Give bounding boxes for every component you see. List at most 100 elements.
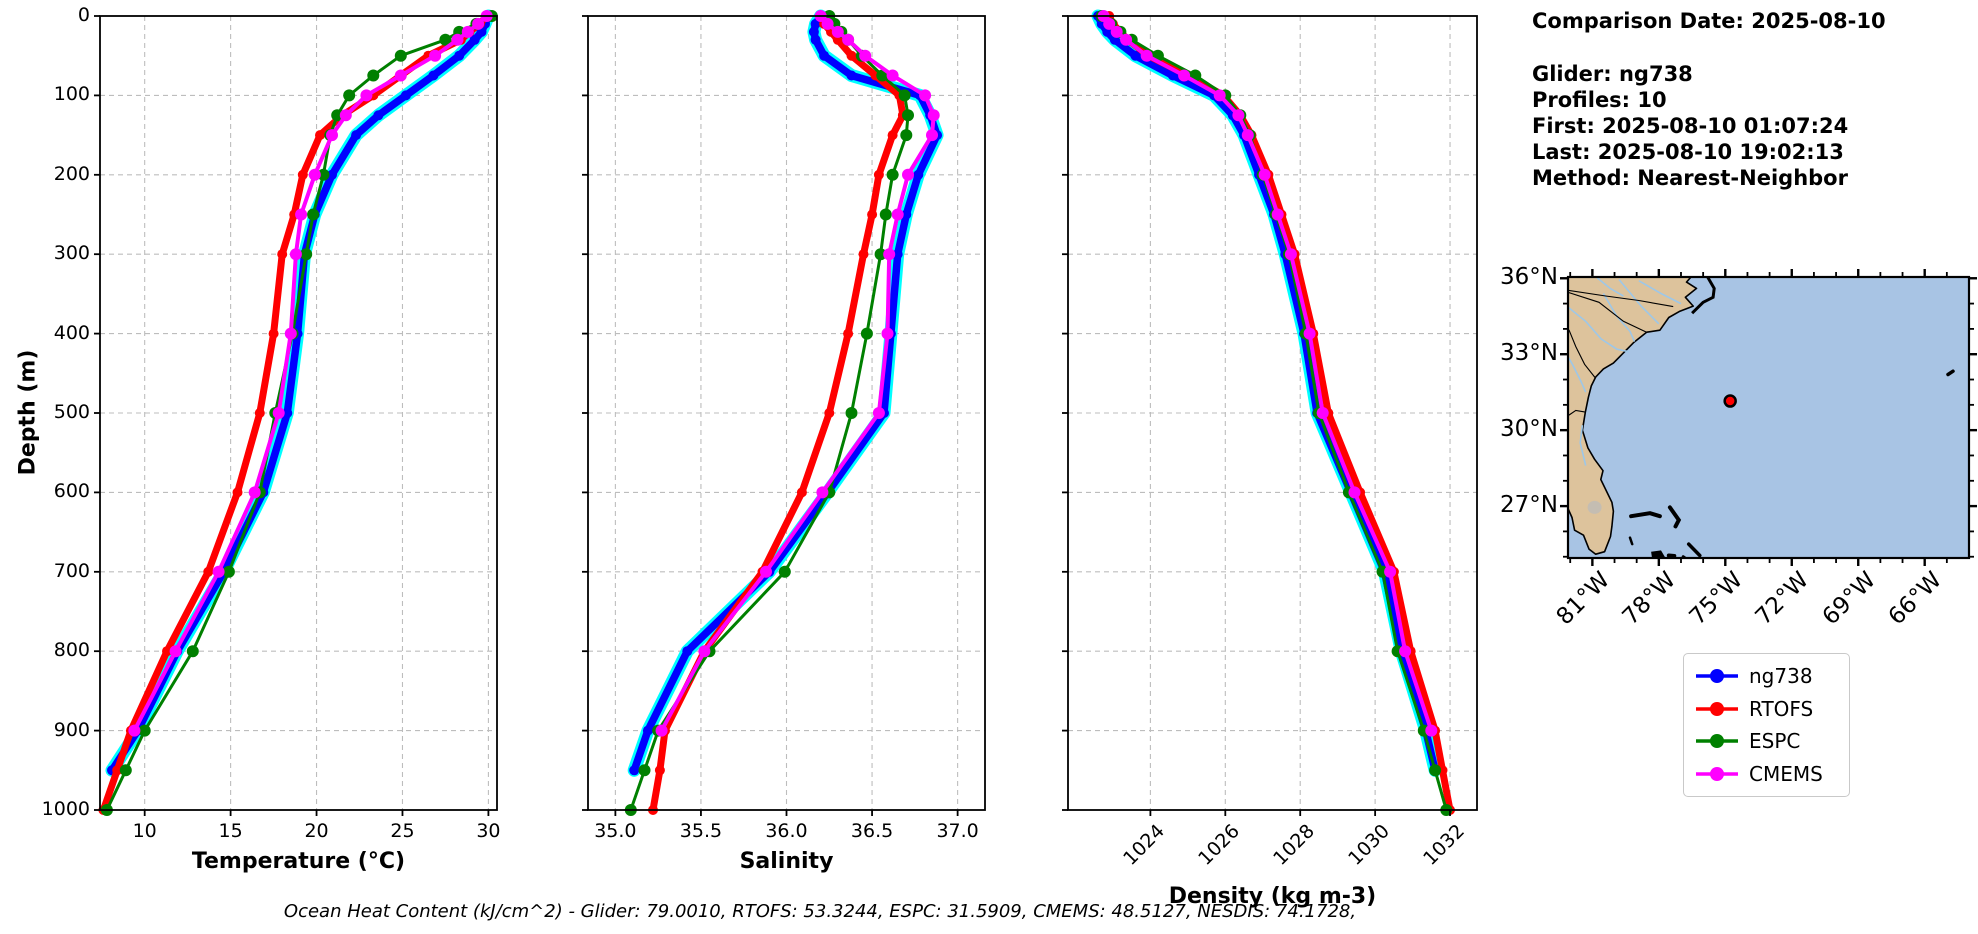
- glider-envelope: [105, 9, 495, 777]
- first-time-text: First: 2025-08-10 01:07:24: [1532, 114, 1849, 138]
- plot-canvas-2: [1062, 9, 1478, 816]
- map-island: [1667, 505, 1682, 529]
- axis-ticks: [582, 15, 959, 816]
- location-map: 36°N 33°N 30°N 27°N 81°W 78°W 75°W 72°W 69°W 66°W: [1500, 257, 1978, 630]
- x-tick-label: 15: [218, 820, 243, 842]
- glider-envelope: [1091, 9, 1442, 777]
- x-tick-label: 30: [476, 820, 501, 842]
- y-tick-label: 0: [77, 4, 90, 26]
- map-lat-label: 30°N: [1500, 416, 1558, 443]
- map-river: [1579, 425, 1587, 466]
- map-island: [1686, 542, 1702, 558]
- legend-entry-RTOFS: RTOFS: [1694, 697, 1839, 721]
- series-CMEMS: [128, 10, 493, 737]
- y-tick-label: 300: [53, 242, 90, 265]
- glider-position-marker: [1723, 394, 1737, 408]
- legend-label: RTOFS: [1749, 696, 1814, 721]
- legend-label: ng738: [1749, 664, 1813, 689]
- map-river: [1618, 278, 1660, 325]
- y-tick-label: 500: [53, 401, 90, 423]
- last-time-text: Last: 2025-08-10 19:02:13: [1532, 140, 1844, 164]
- map-river: [1568, 306, 1630, 353]
- plot-area: [582, 9, 986, 816]
- profiles-count-text: Profiles: 10: [1532, 88, 1667, 112]
- map-river: [1568, 355, 1587, 393]
- map-land: [1568, 277, 1698, 556]
- y-tick-label: 200: [53, 162, 90, 185]
- map-island: [1629, 511, 1662, 519]
- map-island: [1628, 536, 1634, 546]
- series-CMEMS: [655, 10, 940, 737]
- map-lake-okeechobee: [1587, 500, 1602, 514]
- map-lat-label: 33°N: [1500, 340, 1558, 367]
- map-lat-label: 36°N: [1500, 264, 1558, 291]
- x-tick-label: 36.5: [850, 820, 894, 842]
- legend-marker-ng738: [1696, 669, 1738, 684]
- map-state-border: [1568, 289, 1674, 308]
- x-tick-label: 10: [132, 820, 157, 842]
- map-frame: [1566, 275, 1971, 560]
- y-tick-label: 400: [53, 321, 90, 344]
- ohc-footer: Ocean Heat Content (kJ/cm^2) - Glider: 7…: [283, 901, 1357, 922]
- temperature-axis-label: Temperature (°C): [191, 849, 406, 874]
- map-river: [1638, 280, 1682, 305]
- map-state-border: [1568, 291, 1647, 333]
- map-state-border: [1568, 409, 1585, 416]
- info-panel: Comparison Date: 2025-08-10 Glider: ng73…: [1532, 8, 1886, 191]
- map-lat-label: 27°N: [1500, 492, 1558, 519]
- gridlines: [1068, 16, 1477, 810]
- axis-ticks: [1062, 15, 1451, 816]
- map-canvas: [1560, 269, 1977, 566]
- series-ESPC: [100, 10, 498, 816]
- x-tick-label: 36.0: [765, 820, 808, 842]
- density-profile-plot: [1058, 8, 1487, 828]
- legend-entry-ESPC: ESPC: [1694, 729, 1839, 753]
- comparison-date-text: Comparison Date: 2025-08-10: [1532, 9, 1886, 33]
- plot-area: [1062, 9, 1478, 816]
- plot-canvas-1: [582, 9, 986, 816]
- temperature-profile-plot: [90, 8, 507, 828]
- map-outer-banks: [1691, 277, 1716, 315]
- method-text: Method: Nearest-Neighbor: [1532, 166, 1848, 190]
- salinity-axis-label: Salinity: [739, 849, 834, 874]
- map-island: [1666, 553, 1677, 558]
- map-river: [1602, 293, 1636, 342]
- plot-area: [94, 9, 498, 816]
- map-ticks: [1560, 269, 1977, 566]
- y-tick-label: 100: [53, 83, 90, 106]
- x-tick-label: 35.5: [679, 820, 723, 842]
- legend-entry-CMEMS: CMEMS: [1694, 762, 1839, 786]
- depth-axis-label: Depth (m): [15, 349, 41, 476]
- x-tick-label: 20: [304, 820, 329, 842]
- density-axis-label: Density (kg m-3): [1168, 884, 1377, 909]
- glider-name-text: Glider: ng738: [1532, 62, 1693, 86]
- legend-entry-ng738: ng738: [1694, 664, 1839, 688]
- x-tick-label: 37.0: [936, 820, 979, 842]
- x-tick-label: 35.0: [594, 820, 637, 842]
- legend-marker-ESPC: [1696, 734, 1738, 749]
- glider-envelope: [627, 9, 944, 777]
- x-tick-label: 25: [390, 820, 415, 842]
- gridlines: [588, 16, 985, 810]
- legend-label: ESPC: [1749, 729, 1801, 754]
- plot-canvas-0: [94, 9, 498, 816]
- map-layers: [1568, 277, 1955, 558]
- series-CMEMS: [1097, 10, 1438, 737]
- legend-label: CMEMS: [1749, 761, 1823, 786]
- y-tick-label: 1000: [41, 798, 90, 820]
- axis-ticks: [94, 15, 490, 816]
- y-tick-label: 600: [53, 480, 90, 503]
- legend-marker-RTOFS: [1696, 701, 1738, 716]
- salinity-profile-plot: [578, 8, 995, 828]
- y-tick-label: 900: [53, 718, 90, 741]
- map-island: [1946, 369, 1955, 377]
- legend-marker-CMEMS: [1696, 766, 1738, 781]
- map-island-andros: [1651, 550, 1666, 558]
- y-tick-label: 700: [53, 559, 90, 582]
- legend: ng738 RTOFS ESPC CMEMS: [1683, 653, 1850, 797]
- map-state-border: [1568, 328, 1596, 378]
- y-tick-label: 800: [53, 639, 90, 662]
- map-river: [1594, 277, 1624, 297]
- series-ng738: [1093, 11, 1441, 776]
